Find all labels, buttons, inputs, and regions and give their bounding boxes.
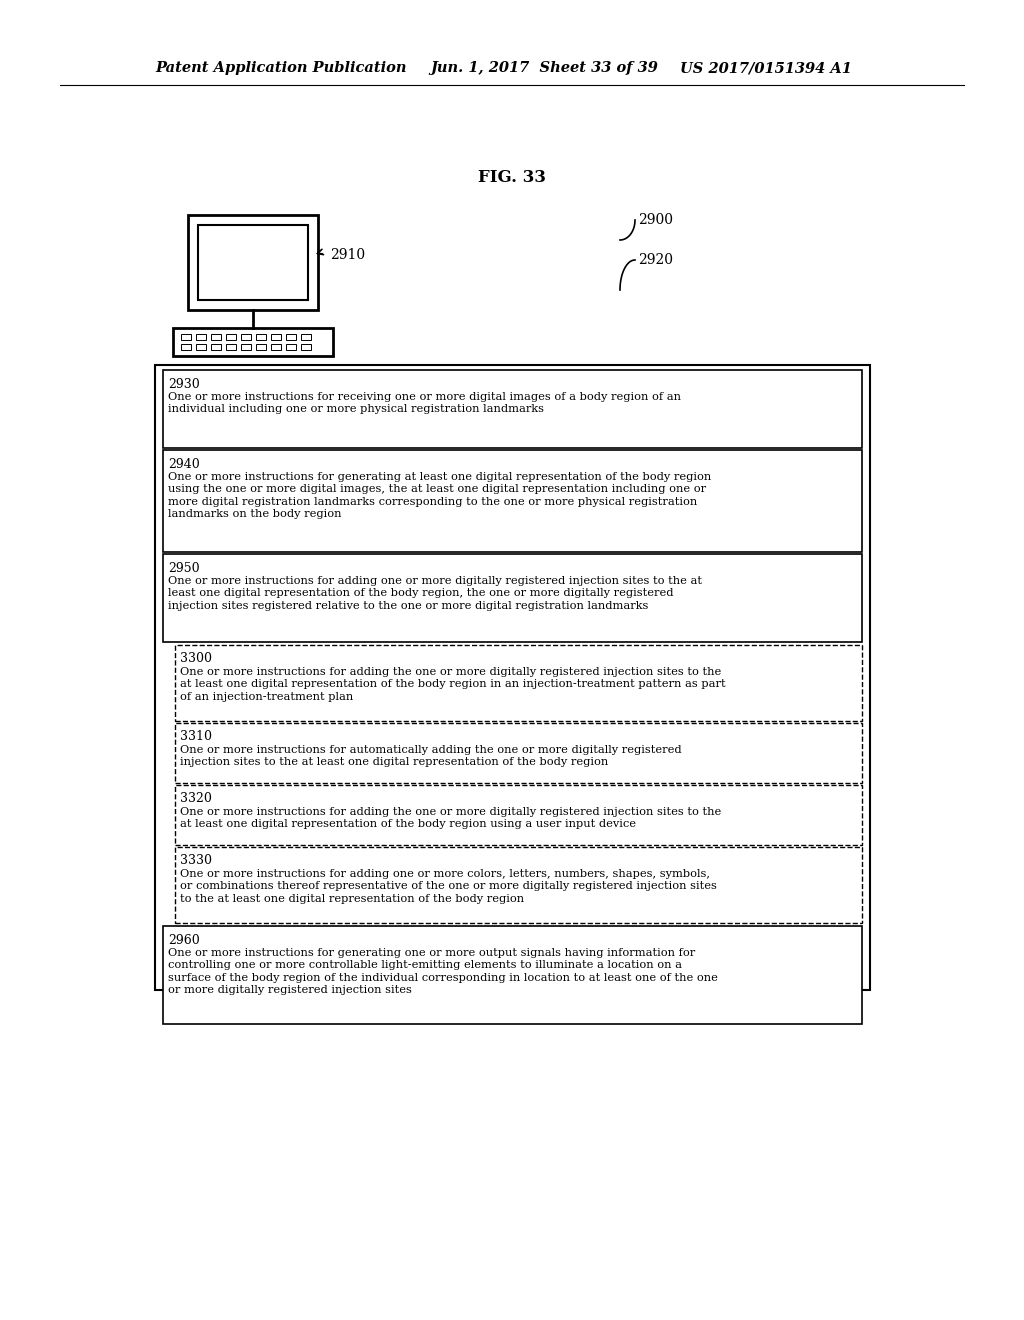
Bar bbox=[271, 334, 281, 341]
Bar bbox=[286, 334, 296, 341]
Bar bbox=[181, 345, 191, 350]
Bar bbox=[181, 334, 191, 341]
Text: FIG. 33: FIG. 33 bbox=[478, 169, 546, 186]
Bar bbox=[256, 334, 266, 341]
Text: One or more instructions for adding one or more colors, letters, numbers, shapes: One or more instructions for adding one … bbox=[180, 869, 717, 904]
Text: US 2017/0151394 A1: US 2017/0151394 A1 bbox=[680, 61, 852, 75]
Text: 2900: 2900 bbox=[638, 213, 673, 227]
Text: One or more instructions for generating at least one digital representation of t: One or more instructions for generating … bbox=[168, 473, 712, 519]
Bar bbox=[301, 345, 311, 350]
Text: Jun. 1, 2017  Sheet 33 of 39: Jun. 1, 2017 Sheet 33 of 39 bbox=[430, 61, 657, 75]
Bar bbox=[301, 334, 311, 341]
Text: 3330: 3330 bbox=[180, 854, 212, 867]
Text: 3300: 3300 bbox=[180, 652, 212, 665]
Text: 2960: 2960 bbox=[168, 933, 200, 946]
Bar bbox=[188, 215, 318, 310]
Bar bbox=[241, 334, 251, 341]
Bar bbox=[196, 334, 206, 341]
Text: 2920: 2920 bbox=[638, 253, 673, 267]
Bar bbox=[175, 723, 862, 783]
Bar bbox=[155, 366, 870, 990]
Bar bbox=[286, 345, 296, 350]
Bar bbox=[198, 224, 308, 300]
Bar bbox=[175, 645, 862, 721]
Bar bbox=[211, 334, 221, 341]
Bar bbox=[226, 345, 236, 350]
Text: One or more instructions for adding one or more digitally registered injection s: One or more instructions for adding one … bbox=[168, 576, 702, 611]
Bar bbox=[241, 345, 251, 350]
Bar bbox=[163, 927, 862, 1024]
Text: Patent Application Publication: Patent Application Publication bbox=[155, 61, 407, 75]
Bar bbox=[175, 785, 862, 845]
Bar bbox=[256, 345, 266, 350]
Bar bbox=[271, 345, 281, 350]
Bar bbox=[163, 450, 862, 552]
Bar bbox=[196, 345, 206, 350]
Text: One or more instructions for automatically adding the one or more digitally regi: One or more instructions for automatical… bbox=[180, 744, 682, 767]
Bar bbox=[163, 554, 862, 642]
Text: One or more instructions for adding the one or more digitally registered injecti: One or more instructions for adding the … bbox=[180, 667, 726, 702]
Text: One or more instructions for receiving one or more digital images of a body regi: One or more instructions for receiving o… bbox=[168, 392, 681, 414]
Text: One or more instructions for adding the one or more digitally registered injecti: One or more instructions for adding the … bbox=[180, 807, 721, 829]
Bar bbox=[175, 847, 862, 923]
Text: 3320: 3320 bbox=[180, 792, 212, 805]
Bar bbox=[173, 327, 333, 356]
Bar bbox=[163, 370, 862, 447]
Bar bbox=[211, 345, 221, 350]
Text: 2950: 2950 bbox=[168, 561, 200, 574]
Text: 2910: 2910 bbox=[330, 248, 366, 261]
Bar bbox=[226, 334, 236, 341]
Text: 3310: 3310 bbox=[180, 730, 212, 743]
Text: 2940: 2940 bbox=[168, 458, 200, 470]
Text: One or more instructions for generating one or more output signals having inform: One or more instructions for generating … bbox=[168, 948, 718, 995]
Text: 2930: 2930 bbox=[168, 378, 200, 391]
